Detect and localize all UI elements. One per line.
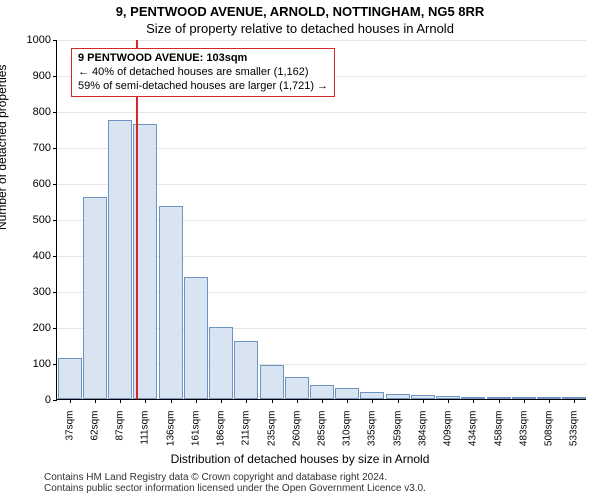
y-tick-label: 100 — [33, 358, 51, 370]
y-tick-mark — [53, 184, 57, 185]
x-tick-label: 285sqm — [317, 411, 328, 447]
x-tick-mark — [499, 399, 500, 403]
x-tick-label: 384sqm — [417, 411, 428, 447]
x-tick-label: 434sqm — [468, 411, 479, 447]
x-tick-mark — [145, 399, 146, 403]
bar — [159, 206, 183, 399]
x-tick-label: 111sqm — [140, 411, 151, 445]
y-tick-mark — [53, 256, 57, 257]
x-tick-mark — [423, 399, 424, 403]
chart-title-address: 9, PENTWOOD AVENUE, ARNOLD, NOTTINGHAM, … — [0, 4, 600, 19]
annotation-row-1: 9 PENTWOOD AVENUE: 103sqm — [78, 52, 328, 66]
bar — [108, 120, 132, 399]
y-tick-mark — [53, 40, 57, 41]
y-tick-label: 1000 — [27, 34, 51, 46]
chart-subtitle: Size of property relative to detached ho… — [0, 21, 600, 36]
x-tick-mark — [120, 399, 121, 403]
bar — [234, 341, 258, 399]
bar — [83, 197, 107, 399]
y-tick-mark — [53, 292, 57, 293]
x-tick-label: 37sqm — [64, 411, 75, 441]
annotation-row-2: ← 40% of detached houses are smaller (1,… — [78, 66, 328, 80]
x-tick-mark — [322, 399, 323, 403]
x-tick-mark — [95, 399, 96, 403]
bar — [360, 392, 384, 399]
x-tick-mark — [221, 399, 222, 403]
bar — [335, 388, 359, 399]
y-tick-label: 300 — [33, 286, 51, 298]
chart-container: 9, PENTWOOD AVENUE, ARNOLD, NOTTINGHAM, … — [0, 0, 600, 500]
x-tick-mark — [448, 399, 449, 403]
x-tick-label: 359sqm — [392, 411, 403, 447]
x-tick-label: 260sqm — [291, 411, 302, 447]
bar — [58, 358, 82, 399]
y-tick-label: 600 — [33, 178, 51, 190]
x-tick-mark — [272, 399, 273, 403]
x-tick-label: 483sqm — [518, 411, 529, 447]
x-tick-mark — [574, 399, 575, 403]
x-tick-label: 533sqm — [569, 411, 580, 447]
x-tick-label: 310sqm — [342, 411, 353, 447]
bar — [285, 377, 309, 399]
y-tick-label: 0 — [45, 394, 51, 406]
bar — [310, 385, 334, 399]
x-tick-mark — [473, 399, 474, 403]
y-tick-label: 200 — [33, 322, 51, 334]
x-tick-mark — [196, 399, 197, 403]
bar — [184, 277, 208, 399]
x-tick-label: 136sqm — [165, 411, 176, 447]
x-tick-mark — [297, 399, 298, 403]
footnote-line-2: Contains public sector information licen… — [44, 483, 426, 494]
y-axis-label: Number of detached properties — [0, 65, 9, 230]
x-tick-label: 211sqm — [241, 411, 252, 446]
y-tick-label: 400 — [33, 250, 51, 262]
x-tick-label: 186sqm — [216, 411, 227, 447]
y-tick-label: 800 — [33, 106, 51, 118]
y-tick-mark — [53, 220, 57, 221]
y-tick-mark — [53, 148, 57, 149]
attribution-footnote: Contains HM Land Registry data © Crown c… — [44, 472, 426, 494]
y-tick-mark — [53, 76, 57, 77]
y-tick-mark — [53, 400, 57, 401]
x-tick-label: 508sqm — [544, 411, 555, 447]
x-axis-label: Distribution of detached houses by size … — [0, 452, 600, 466]
plot-area: 0100200300400500600700800900100037sqm62s… — [56, 40, 586, 400]
x-tick-label: 62sqm — [89, 411, 100, 441]
x-tick-label: 458sqm — [493, 411, 504, 447]
x-tick-label: 87sqm — [115, 411, 126, 441]
x-tick-mark — [524, 399, 525, 403]
annotation-box: 9 PENTWOOD AVENUE: 103sqm← 40% of detach… — [71, 48, 335, 97]
footnote-line-1: Contains HM Land Registry data © Crown c… — [44, 472, 426, 483]
bar — [260, 365, 284, 399]
bar — [209, 327, 233, 399]
x-tick-mark — [246, 399, 247, 403]
x-tick-mark — [549, 399, 550, 403]
y-tick-mark — [53, 328, 57, 329]
x-tick-mark — [347, 399, 348, 403]
annotation-row-3: 59% of semi-detached houses are larger (… — [78, 80, 328, 94]
y-tick-label: 500 — [33, 214, 51, 226]
x-tick-mark — [372, 399, 373, 403]
x-tick-mark — [398, 399, 399, 403]
y-tick-mark — [53, 364, 57, 365]
y-tick-label: 900 — [33, 70, 51, 82]
y-tick-label: 700 — [33, 142, 51, 154]
x-tick-mark — [171, 399, 172, 403]
x-tick-mark — [70, 399, 71, 403]
x-tick-label: 335sqm — [367, 411, 378, 447]
y-tick-mark — [53, 112, 57, 113]
x-tick-label: 161sqm — [190, 411, 201, 447]
x-tick-label: 235sqm — [266, 411, 277, 447]
x-tick-label: 409sqm — [443, 411, 454, 447]
